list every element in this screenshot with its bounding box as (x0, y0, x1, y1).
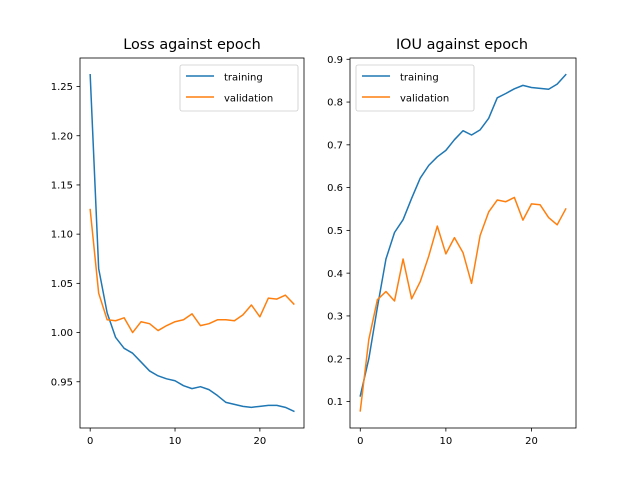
chart-title: Loss against epoch (123, 37, 261, 53)
x-tick-label: 10 (169, 436, 182, 447)
axes-frame (79, 57, 305, 429)
axes-frame (349, 57, 577, 429)
legend: training validation (355, 64, 475, 112)
chart-title: IOU against epoch (396, 37, 528, 53)
y-tick-label: 0.1 (327, 397, 343, 408)
legend: training validation (179, 64, 299, 112)
y-tick-label: 1.10 (51, 230, 73, 241)
x-tick-label: 20 (525, 436, 538, 447)
y-tick-label: 0.7 (327, 140, 343, 151)
y-tick-label: 0.3 (327, 312, 343, 323)
series-line-validation (89, 208, 295, 334)
y-tick-label: 1.25 (51, 82, 73, 93)
y-tick-label: 0.6 (327, 183, 343, 194)
y-tick-label: 1.05 (51, 279, 73, 290)
y-tick-label: 1.15 (51, 181, 73, 192)
y-tick-label: 1.20 (51, 131, 73, 142)
y-tick-label: 0.5 (327, 226, 343, 237)
y-tick-label: 1.00 (51, 328, 73, 339)
legend-label-training: training (400, 73, 439, 84)
x-tick-label: 0 (357, 436, 363, 447)
y-tick-label: 0.4 (327, 269, 343, 280)
x-tick-label: 0 (87, 436, 93, 447)
x-tick-label: 20 (254, 436, 267, 447)
series-line-training (89, 73, 295, 413)
iou-chart: IOU against epoch 0 10 20 0.1 0.2 0.3 0.4 0.5 0.… (327, 37, 577, 447)
loss-chart: Loss against epoch 0 10 20 0.95 1.00 1.05 1.10… (51, 37, 305, 447)
y-tick-label: 0.9 (327, 55, 343, 66)
legend-label-validation: validation (224, 94, 273, 105)
x-tick-label: 10 (440, 436, 453, 447)
legend-label-validation: validation (400, 94, 449, 105)
y-tick-label: 0.8 (327, 98, 343, 109)
series-line-training (359, 73, 567, 397)
y-tick-label: 0.2 (327, 354, 343, 365)
legend-label-training: training (224, 73, 263, 84)
series-line-validation (359, 196, 567, 412)
y-tick-label: 0.95 (51, 377, 73, 388)
